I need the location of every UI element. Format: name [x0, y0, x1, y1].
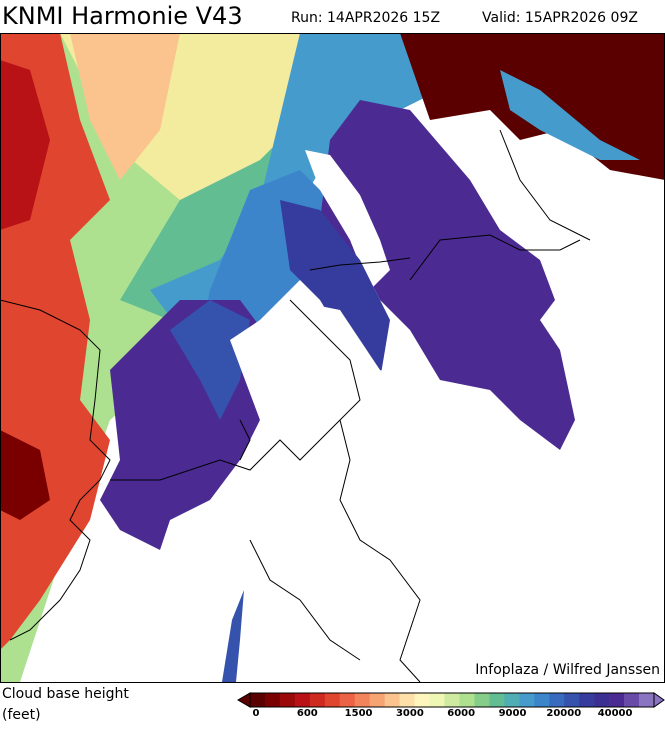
colorbar-swatch — [459, 693, 475, 707]
colorbar-tick-label: 3000 — [396, 708, 424, 719]
colorbar-swatch — [369, 693, 385, 707]
title: KNMI Harmonie V43 — [2, 2, 243, 30]
colorbar-tick-label: 0 — [253, 708, 260, 719]
legend-unit: (feet) — [2, 707, 41, 723]
colorbar-swatch — [594, 693, 610, 707]
colorbar-swatch — [414, 693, 430, 707]
colorbar-swatch — [624, 693, 640, 707]
colorbar-swatch — [444, 693, 460, 707]
map-field — [0, 33, 665, 682]
colorbar-tick-label: 40000 — [598, 708, 633, 719]
colorbar-swatch — [549, 693, 565, 707]
colorbar-swatch — [279, 693, 296, 707]
colorbar-frame — [249, 692, 655, 708]
run-time: Run: 14APR2026 15Z — [291, 10, 440, 26]
colorbar: 0 600 1500 3000 6000 9000 20000 40000 — [237, 692, 665, 719]
colorbar-swatch — [579, 693, 595, 707]
credit: Infoplaza / Wilfred Janssen — [475, 662, 660, 678]
colorbar-swatch — [564, 693, 580, 707]
colorbar-swatch — [474, 693, 490, 707]
colorbar-swatch — [339, 693, 356, 707]
borders — [0, 129, 591, 683]
colorbar-swatch — [609, 693, 625, 707]
colorbar-swatch — [429, 693, 445, 707]
colorbar-swatch — [504, 693, 520, 707]
colorbar-swatch — [294, 693, 311, 707]
valid-time: Valid: 15APR2026 09Z — [482, 10, 638, 26]
colorbar-swatch — [534, 693, 550, 707]
colorbar-arrow-right — [653, 692, 665, 708]
colorbar-tick-label: 600 — [297, 708, 318, 719]
colorbar-swatch — [399, 693, 415, 707]
colorbar-tick-label: 20000 — [546, 708, 581, 719]
colorbar-tick-label: 6000 — [447, 708, 475, 719]
colorbar-arrow-left — [237, 692, 251, 708]
legend-label: Cloud base height — [2, 686, 129, 702]
colorbar-tick-label: 1500 — [345, 708, 373, 719]
colorbar-swatch — [354, 693, 371, 707]
colorbar-swatch — [519, 693, 535, 707]
colorbar-swatch — [264, 693, 281, 707]
colorbar-tick-label: 9000 — [499, 708, 527, 719]
colorbar-swatch — [384, 693, 400, 707]
colorbar-swatch — [309, 693, 326, 707]
colorbar-swatch — [489, 693, 505, 707]
colorbar-swatch — [639, 693, 655, 707]
colorbar-swatch — [250, 693, 266, 707]
colorbar-swatch — [324, 693, 341, 707]
